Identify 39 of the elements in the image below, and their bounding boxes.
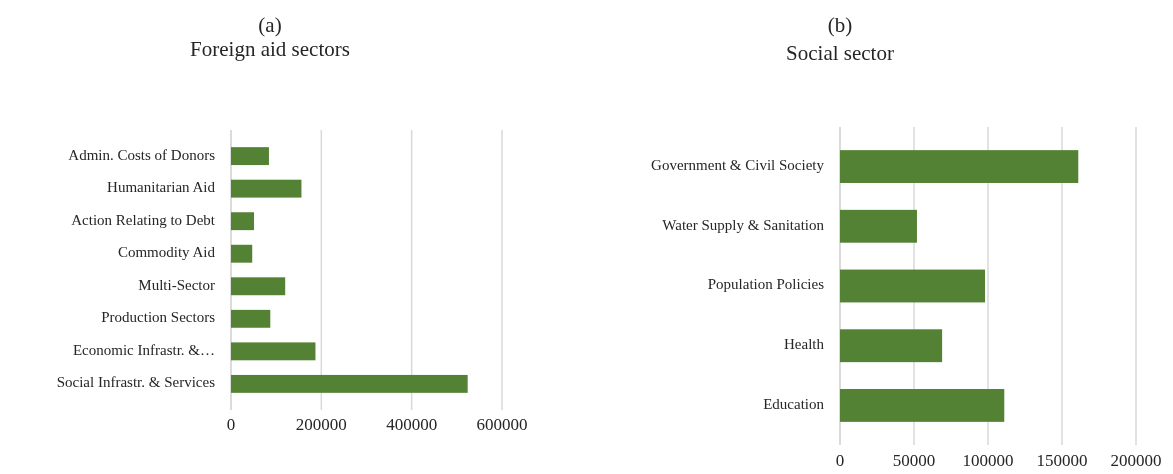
x-tick-label: 150000 (1036, 451, 1088, 470)
y-tick-label: Commodity Aid (117, 244, 216, 261)
x-tick-label: 600000 (476, 415, 528, 434)
y-tick-label: Health (784, 336, 825, 353)
x-tick-label: 0 (226, 415, 236, 434)
y-tick-label: Action Relating to Debt (71, 211, 216, 228)
bar (840, 209, 917, 243)
x-tick-label: 200000 (1110, 451, 1162, 470)
y-tick-label: Multi-Sector (138, 276, 215, 293)
bar (840, 150, 1079, 183)
chart-subtitle: Foreign aid sectors (190, 37, 350, 61)
y-tick-label: Government & Civil Society (651, 157, 825, 173)
bar (231, 342, 316, 361)
bar (840, 329, 943, 363)
y-tick-label: Social Infrastr. & Services (56, 374, 216, 391)
x-tick-label: 50000 (892, 451, 936, 470)
bar (231, 277, 286, 296)
bar (231, 147, 269, 166)
bar (840, 389, 1005, 422)
bar (231, 374, 468, 393)
chart-subtitle: Social sector (786, 41, 894, 65)
y-tick-label: Admin. Costs of Donors (68, 146, 216, 163)
chart-title: (b) (827, 13, 853, 37)
y-tick-label: Production Sectors (101, 309, 216, 326)
x-tick-label: 100000 (962, 451, 1014, 470)
x-tick-label: 200000 (295, 415, 347, 434)
y-tick-label: Economic Infrastr. &… (72, 341, 215, 358)
bar (840, 269, 986, 303)
x-tick-label: 0 (835, 451, 845, 470)
bar (231, 244, 253, 263)
bar (231, 309, 271, 328)
x-tick-label: 400000 (386, 415, 438, 434)
chart-title: (a) (258, 13, 282, 37)
y-tick-label: Humanitarian Aid (107, 179, 216, 196)
bar (231, 212, 255, 231)
bar (231, 179, 302, 198)
y-tick-label: Education (763, 395, 825, 412)
y-tick-label: Water Supply & Sanitation (662, 216, 825, 233)
y-tick-label: Population Policies (707, 276, 825, 293)
